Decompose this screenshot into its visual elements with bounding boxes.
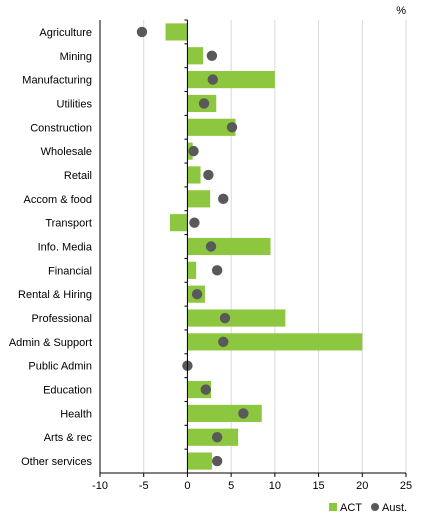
- x-tick-label: 10: [269, 480, 281, 492]
- dot-aust: [219, 312, 231, 324]
- bar-act: [187, 452, 212, 470]
- category-label: Financial: [48, 265, 92, 277]
- bar-act: [187, 166, 201, 184]
- bar-series-act: [165, 23, 363, 470]
- x-tick-labels: -10 -5 0 5 10 15 20 25: [92, 480, 412, 492]
- axes: [99, 19, 407, 477]
- category-label: Public Admin: [28, 361, 92, 373]
- category-label: Accom & food: [24, 194, 92, 206]
- dot-aust: [218, 193, 229, 205]
- x-tick-label: 20: [356, 480, 368, 492]
- category-label: Info. Media: [38, 242, 93, 254]
- dot-aust: [198, 98, 210, 109]
- unit-label: %: [396, 5, 406, 17]
- category-label: Construction: [30, 122, 92, 134]
- dot-aust: [136, 26, 148, 38]
- bar-act: [169, 214, 188, 232]
- dot-aust: [238, 408, 249, 419]
- category-label: Admin & Support: [9, 337, 92, 349]
- dot-aust: [189, 217, 200, 228]
- category-labels: Agriculture Mining Manufacturing Utilities C…: [9, 27, 93, 468]
- x-tick-label: 0: [184, 480, 190, 492]
- legend: ACT Aust.: [329, 502, 407, 514]
- category-label: Arts & rec: [44, 432, 93, 444]
- category-label: Professional: [31, 313, 92, 325]
- category-label: Retail: [64, 170, 92, 182]
- legend-label-act: ACT: [340, 502, 362, 514]
- legend-label-aust: Aust.: [382, 502, 407, 514]
- category-label: Manufacturing: [22, 75, 92, 87]
- dot-aust: [191, 288, 203, 300]
- x-tick-label: -10: [92, 480, 108, 492]
- bar-act: [165, 23, 188, 41]
- x-tick-label: -5: [139, 480, 149, 492]
- bar-act: [187, 190, 211, 208]
- bar-act: [187, 118, 236, 136]
- bar-act: [187, 404, 262, 422]
- bar-act: [187, 261, 197, 279]
- legend-swatch-aust: [371, 503, 379, 511]
- bar-act: [187, 71, 275, 89]
- x-tick-label: 25: [400, 480, 412, 492]
- dot-aust: [203, 169, 214, 181]
- bar-act: [187, 237, 271, 256]
- category-label: Transport: [45, 218, 92, 230]
- bar-act: [187, 47, 204, 65]
- dot-aust: [207, 74, 218, 85]
- bar-act: [187, 309, 286, 327]
- category-label: Rental & Hiring: [18, 289, 92, 301]
- category-label: Health: [60, 408, 92, 420]
- x-tick-label: 15: [312, 480, 324, 492]
- category-label: Wholesale: [41, 146, 92, 158]
- dot-aust: [211, 432, 223, 443]
- dot-aust: [200, 384, 211, 395]
- dot-aust: [218, 336, 229, 348]
- dot-aust: [211, 265, 223, 276]
- dot-aust: [211, 455, 223, 467]
- dot-series-aust: [136, 26, 249, 467]
- category-label: Agriculture: [39, 27, 92, 39]
- dot-aust: [226, 122, 238, 133]
- dot-aust: [205, 241, 217, 252]
- category-label: Utilities: [57, 98, 93, 110]
- bar-act: [187, 333, 363, 351]
- x-tick-label: 5: [228, 480, 234, 492]
- dot-aust: [206, 50, 218, 61]
- legend-swatch-act: [329, 503, 337, 511]
- category-label: Other services: [21, 456, 92, 468]
- category-label: Education: [43, 385, 92, 397]
- dot-aust: [188, 145, 199, 157]
- category-label: Mining: [60, 51, 92, 63]
